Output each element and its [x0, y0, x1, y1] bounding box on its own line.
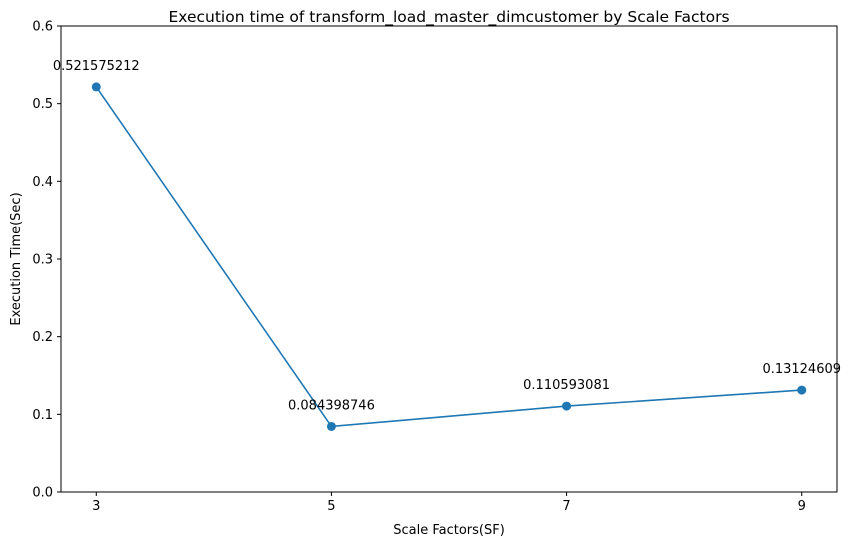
x-axis-title: Scale Factors(SF) — [393, 523, 505, 538]
x-tick-label: 9 — [798, 499, 806, 514]
data-point — [91, 82, 101, 92]
x-axis: 3 5 7 9 — [92, 492, 806, 514]
y-tick-label: 0.4 — [32, 175, 53, 190]
series-layer: 0.521575212 0.084398746 0.110593081 0.13124… — [53, 59, 841, 431]
y-tick-label: 0.0 — [32, 486, 53, 501]
data-point — [562, 401, 572, 411]
plot-area-frame — [60, 25, 838, 493]
y-tick-label: 0.3 — [32, 253, 53, 268]
data-label: 0.521575212 — [53, 59, 140, 74]
y-tick-label: 0.5 — [32, 97, 53, 112]
y-tick-label: 0.1 — [32, 408, 53, 423]
data-label: 0.13124609 — [762, 362, 841, 377]
y-tick-label: 0.6 — [32, 20, 53, 35]
y-axis-title: Execution Time(Sec) — [9, 192, 24, 325]
y-axis: 0.0 0.1 0.2 0.3 0.4 0.5 0.6 — [32, 20, 61, 501]
y-tick-label: 0.2 — [32, 330, 53, 345]
data-label: 0.110593081 — [523, 378, 610, 393]
x-tick-label: 7 — [562, 499, 570, 514]
data-point — [797, 385, 807, 395]
data-label: 0.084398746 — [288, 398, 375, 413]
chart-title: Execution time of transform_load_master_… — [168, 8, 729, 27]
series-line — [95, 86, 802, 428]
x-tick-label: 5 — [327, 499, 335, 514]
data-point — [326, 421, 336, 431]
x-tick-label: 3 — [92, 499, 100, 514]
